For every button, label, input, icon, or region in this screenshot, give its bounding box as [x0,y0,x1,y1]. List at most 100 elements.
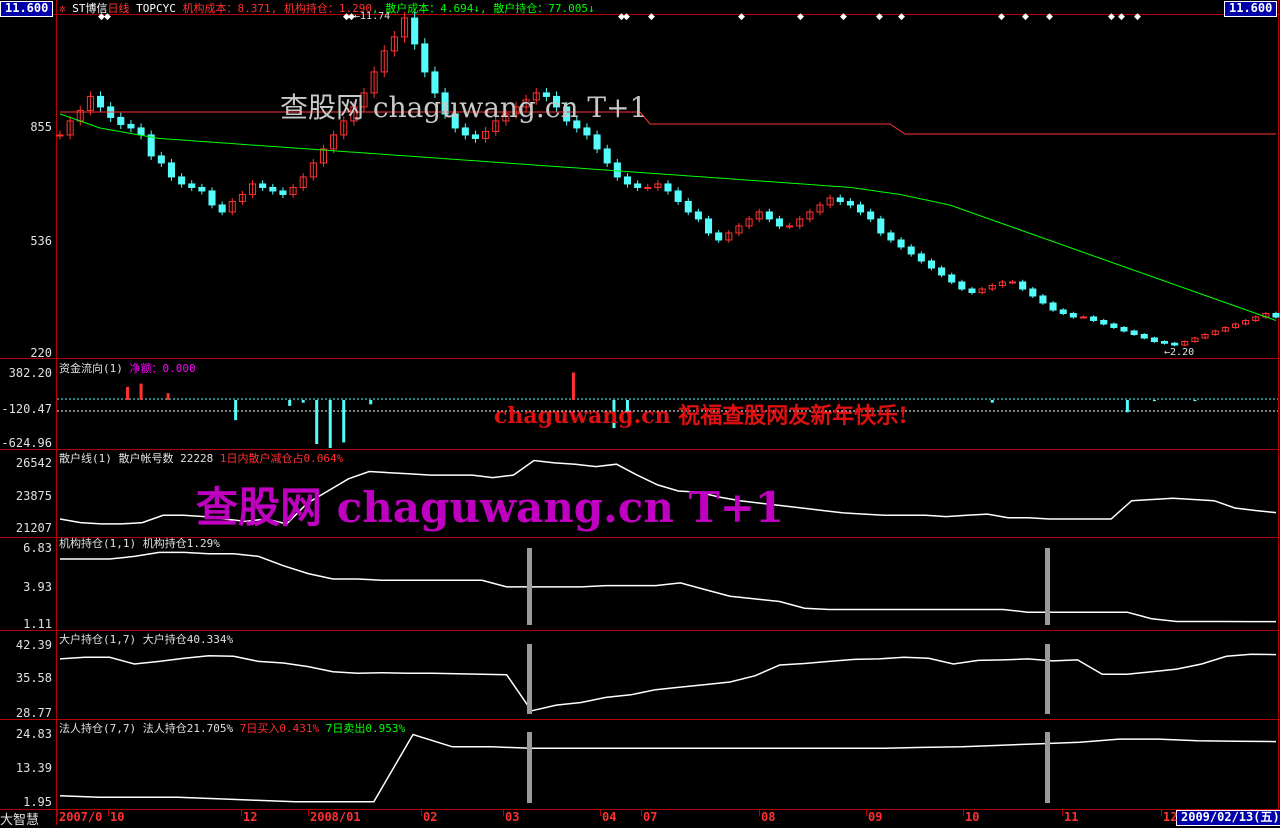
candle-body [998,281,1006,286]
candle-body [1019,281,1027,290]
corp-hold-name[interactable]: 法人持仓(7,7) [59,722,137,735]
candle-body [299,176,307,188]
candle-body [603,148,611,164]
candle-body [552,95,561,108]
event-diamond-icon: ◆ [876,12,883,22]
ytick-retail-bot: 21207 [15,521,52,535]
fund-bar [990,400,994,403]
ytick-retail-top: 26542 [15,456,52,470]
big-hold-name[interactable]: 大户持仓(1,7) [59,633,137,646]
candle-body [786,225,794,228]
retail-hold-label: 散户持仓： [493,2,549,15]
candle-body [117,116,125,125]
candle-body [309,162,317,178]
xtick-mark [503,809,504,816]
candle-body [1039,295,1047,304]
period-label[interactable]: 日线 [107,2,130,15]
inst-hold-name[interactable]: 机构持仓(1,1) [59,537,137,550]
indicator-name[interactable]: TOPCYC [136,2,176,15]
xtick-mark [641,809,642,816]
retail-hold-value: 77.005 [548,2,588,15]
candle-body [573,120,581,129]
candle-body [1029,288,1037,297]
gap-marker [527,644,532,714]
candle-body [86,95,94,111]
xtick-mark [421,809,422,816]
xtick-03: 03 [505,810,520,824]
retail-line-label: 散户帐号数 [118,452,174,465]
event-diamond-icon: ◆ [998,12,1005,22]
ytick-big-mid: 35.58 [15,671,52,685]
candle-body [157,155,165,164]
candle-body [887,232,895,241]
divider-fund [0,449,1280,450]
xtick-12b: 12 [1163,810,1178,824]
candle-body [178,176,186,185]
candle-body [1008,281,1017,284]
candle-body [826,197,834,206]
big-hold-line [59,653,1277,712]
fund-bar [288,400,292,406]
candle-body [248,183,257,195]
ytick-main-855: 855 [30,120,52,134]
event-diamond-icon: ◆ [1134,12,1141,22]
watermark-big: 查股网 chaguwang.cn T+1 [196,483,785,532]
gap-marker [527,732,532,803]
candle-body [96,95,105,108]
fund-flow-name[interactable]: 资金流向(1) [59,362,123,375]
candle-body [938,267,946,276]
candle-body [563,106,571,122]
candle-body [1069,312,1077,318]
event-diamond-icon: ◆ [1118,12,1125,22]
candle-body [1181,340,1189,346]
candle-body [502,113,510,122]
watermark-main: 查股网 chaguwang.cn T+1 [280,91,648,124]
candle-body [1221,326,1229,332]
candle-body [735,225,743,234]
candle-body [279,190,287,195]
candle-body [948,274,956,283]
candle-body [654,183,662,188]
date-box: 2009/02/13(五) [1176,810,1280,826]
inst-cost-line [60,111,1276,135]
gap-marker [1045,548,1050,625]
candle-body [137,127,145,136]
candle-body [856,204,865,213]
candle-body [836,197,844,202]
retail-line-note: 1日内散户减仓占0.064% [219,452,344,465]
ytick-inst-bot: 1.11 [23,617,52,631]
inst-hold-value: 1.290 [338,2,372,15]
ytick-big-bot: 28.77 [15,706,52,720]
fund-net-value: 0.000 [162,362,196,375]
candle-body [765,211,773,220]
candle-body [532,92,540,101]
xtick-mark [1062,809,1063,816]
candle-body [259,183,267,188]
ytick-fund-mid: -120.47 [1,402,52,416]
xtick-mark [108,809,109,816]
candle-body [907,246,915,255]
xtick-mark [963,809,964,816]
retail-line-title: 散户线(1) 散户帐号数 22228 1日内散户减仓占0.064% [59,450,343,466]
candle-body [188,183,196,188]
event-diamond-icon: ◆ [738,12,745,22]
fund-bar [139,383,143,400]
candle-body [66,120,74,136]
fund-bar [126,386,130,400]
watermark-greeting: chaguwang.cn 祝福查股网友新年快乐! [494,403,908,429]
fund-bar [1193,400,1197,402]
low-marker: ←2.20 [1164,347,1195,358]
high-label: 11.74 [360,11,391,22]
candle-body [674,190,682,202]
candle-body [927,260,936,269]
candle-body [380,50,388,73]
candle-body [1242,319,1250,325]
event-diamond-icon: ◆ [618,12,625,22]
ytick-inst-top: 6.83 [23,541,52,555]
candle-body [289,186,297,195]
ytick-retail-mid: 23875 [15,489,52,503]
stock-name[interactable]: ST博信 [72,2,108,15]
flag-icon: ✲ [59,2,66,15]
retail-line-name[interactable]: 散户线(1) [59,452,112,465]
